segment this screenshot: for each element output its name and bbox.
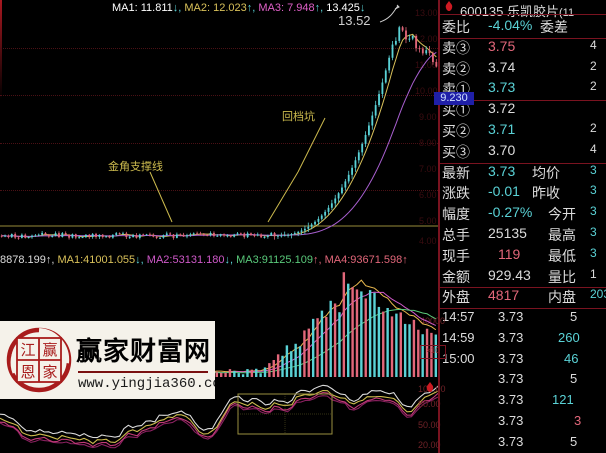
- svg-text:江: 江: [20, 342, 35, 359]
- svg-text:赢: 赢: [42, 342, 57, 359]
- svg-text:家: 家: [42, 364, 57, 381]
- svg-text:恩: 恩: [20, 364, 35, 381]
